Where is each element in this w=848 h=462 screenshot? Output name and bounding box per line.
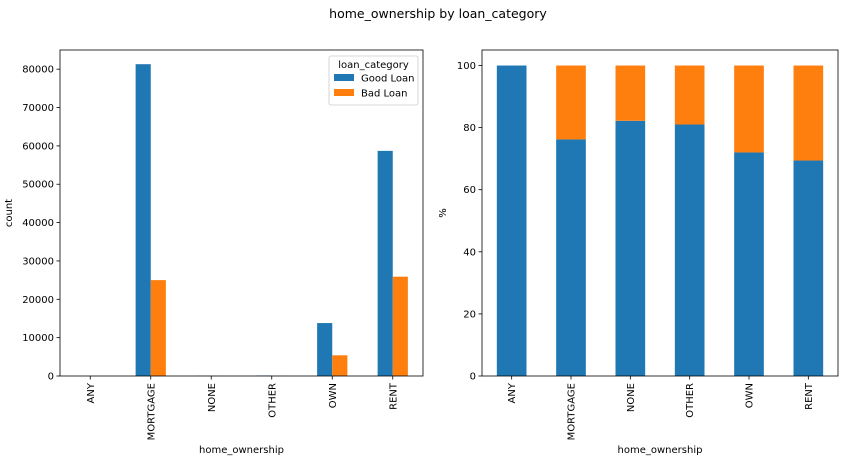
c1-bar-good-loan-own (734, 152, 764, 376)
c1-bar-good-loan-none (615, 120, 646, 376)
c0-xlabel: home_ownership (199, 445, 284, 456)
percent-chart: 0 20 40 60 80 100 ANY MORTGAGE NONE OTHER OWN RENT h… (438, 49, 839, 456)
c0-ytick-label: 40000 (22, 218, 54, 229)
c0-ylabel: count (4, 199, 15, 227)
c1-axes-frame (481, 49, 839, 377)
c1-bar-bad-loan-none (615, 65, 646, 121)
c1-bar-bad-loan-own (734, 65, 764, 153)
c1-xlabel: home_ownership (618, 445, 703, 456)
c1-bar-bad-loan-rent (793, 65, 824, 161)
c0-legend-label-0: Good Loan (361, 74, 415, 85)
c1-bar-good-loan-mortgage (556, 139, 586, 376)
c0-legend-swatch-0 (334, 74, 354, 81)
c0-bar-bad-loan-own (332, 355, 348, 376)
c0-ytick-label: 0 (48, 372, 54, 383)
c0-ytick-label: 10000 (22, 333, 54, 344)
c1-xtick-label: OWN (745, 383, 756, 408)
c1-xtick-label: OTHER (685, 383, 696, 418)
c1-bar-bad-loan-other (674, 65, 705, 125)
c0-xtick-label: OWN (328, 383, 339, 408)
c1-bar-good-loan-other (674, 124, 705, 376)
figure-suptitle: home_ownership by loan_category (329, 6, 547, 21)
c0-ytick-label: 20000 (22, 295, 54, 306)
c0-legend-label-1: Bad Loan (361, 89, 408, 100)
c1-xtick-label: NONE (626, 383, 637, 412)
c0-ytick-label: 50000 (22, 180, 54, 191)
c0-ytick-label: 80000 (22, 65, 54, 76)
c0-xtick-label: MORTGAGE (146, 383, 157, 440)
c0-xtick-label: NONE (207, 383, 218, 412)
c0-xtick-label: RENT (388, 382, 399, 410)
c0-legend-title: loan_category (338, 60, 409, 71)
c1-ytick-label: 60 (463, 185, 476, 196)
count-chart: 0 10000 20000 30000 40000 50000 60000 70000 8000… (4, 49, 424, 456)
c0-ytick-label: 30000 (22, 256, 54, 267)
c1-ytick-label: 20 (463, 309, 476, 320)
c1-xtick-label: RENT (804, 382, 815, 410)
c0-bar-bad-loan-mortgage (150, 280, 166, 376)
c0-bar-good-loan-rent (377, 150, 393, 376)
c1-ytick-label: 80 (463, 123, 476, 134)
c0-bar-good-loan-mortgage (135, 64, 151, 377)
c1-bar-good-loan-rent (793, 160, 824, 376)
c0-ytick-label: 70000 (22, 103, 54, 114)
c0-xtick-label: ANY (86, 382, 97, 403)
c1-ytick-label: 40 (463, 247, 476, 258)
c0-legend-swatch-1 (334, 89, 354, 96)
c0-xtick-label: OTHER (267, 383, 278, 418)
c0-axes-frame (59, 49, 424, 377)
c1-xtick-label: MORTGAGE (567, 383, 578, 440)
c1-ytick-label: 0 (470, 372, 476, 383)
c0-bar-bad-loan-rent (392, 276, 408, 376)
c1-ytick-label: 100 (457, 61, 476, 72)
c1-xtick-label: ANY (507, 382, 518, 403)
c1-bar-bad-loan-mortgage (556, 65, 586, 140)
c0-bar-good-loan-own (317, 323, 333, 376)
c1-ylabel: % (438, 208, 449, 218)
c1-bar-good-loan-any (496, 65, 527, 377)
c0-ytick-label: 60000 (22, 141, 54, 152)
